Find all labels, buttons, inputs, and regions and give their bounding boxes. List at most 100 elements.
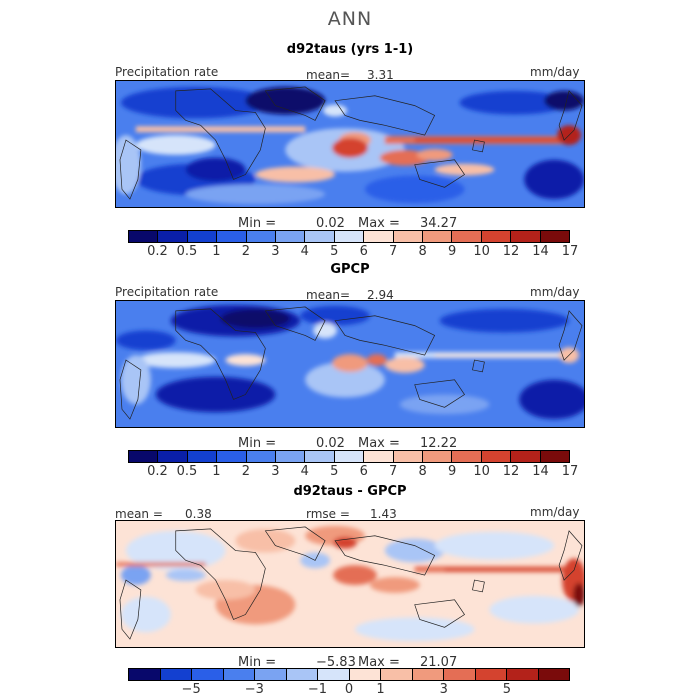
colorbar-tick-label: 12 — [502, 244, 520, 259]
colorbar-swatch — [276, 451, 306, 462]
colorbar-swatch — [538, 669, 569, 680]
colorbar-swatch — [187, 451, 218, 462]
colorbar-swatch — [158, 451, 188, 462]
panel3-map-svg — [116, 521, 584, 647]
panel2-mean-value: 2.94 — [367, 288, 394, 302]
colorbar-swatch — [381, 669, 413, 680]
panel3-map — [115, 520, 585, 648]
panel3-max-value: 21.07 — [420, 655, 458, 670]
colorbar-swatch — [334, 231, 365, 242]
panel2-title: GPCP — [330, 262, 370, 277]
panel2-max-value: 12.22 — [420, 436, 458, 451]
panel2-variable-label: Precipitation rate — [115, 285, 219, 299]
colorbar-swatch — [158, 231, 188, 242]
panel2-colorbar — [128, 450, 570, 463]
colorbar-tick-label: 1 — [212, 464, 221, 479]
colorbar-swatch — [286, 669, 318, 680]
panel1-colorbar-ticks: 0.2 0.5 1 2 3 4 5 6 7 8 9 10 12 14 17 — [128, 244, 578, 260]
panel3-max-label: Max = — [358, 655, 400, 670]
panel1-min-value: 0.02 — [316, 216, 345, 231]
colorbar-swatch — [305, 451, 335, 462]
colorbar-tick-label: 3 — [271, 464, 280, 479]
colorbar-tick-label: −5 — [181, 682, 201, 697]
colorbar-swatch — [349, 669, 381, 680]
panel3-mean-value: 0.38 — [185, 507, 212, 521]
colorbar-tick-label: 8 — [418, 464, 427, 479]
colorbar-swatch — [364, 231, 394, 242]
colorbar-swatch — [393, 231, 424, 242]
colorbar-swatch — [452, 231, 482, 242]
colorbar-tick-label: 0 — [344, 682, 354, 697]
colorbar-swatch — [129, 451, 159, 462]
colorbar-swatch — [444, 669, 476, 680]
colorbar-tick-label: 3 — [271, 244, 280, 259]
colorbar-swatch — [217, 451, 247, 462]
panel2-min-label: Min = — [238, 436, 277, 451]
colorbar-tick-label: 6 — [359, 464, 368, 479]
colorbar-swatch — [412, 669, 444, 680]
panel1-mean-value: 3.31 — [367, 68, 394, 82]
colorbar-swatch — [423, 451, 453, 462]
colorbar-tick-label: 0.2 — [147, 244, 168, 259]
panel1-units: mm/day — [530, 65, 580, 79]
panel1-colorbar — [128, 230, 570, 243]
panel2-min-value: 0.02 — [316, 436, 345, 451]
colorbar-tick-label: 14 — [532, 244, 549, 259]
colorbar-swatch — [187, 231, 218, 242]
colorbar-swatch — [318, 669, 350, 680]
colorbar-swatch — [246, 231, 277, 242]
colorbar-swatch — [540, 451, 570, 462]
panel2-map — [115, 300, 585, 428]
colorbar-tick-label: 14 — [532, 464, 549, 479]
colorbar-tick-label: 10 — [473, 464, 490, 479]
panel1-variable-label: Precipitation rate — [115, 65, 219, 79]
colorbar-tick-label: 9 — [447, 244, 457, 259]
colorbar-swatch — [481, 231, 512, 242]
panel3-rmse-label: rmse = — [306, 507, 350, 521]
panel3-colorbar — [128, 668, 570, 681]
colorbar-tick-label: 0.5 — [176, 244, 198, 259]
panel2-max-label: Max = — [358, 436, 400, 451]
colorbar-tick-label: 0.5 — [176, 464, 198, 479]
colorbar-swatch — [364, 451, 394, 462]
colorbar-swatch — [511, 451, 541, 462]
panel2-units: mm/day — [530, 285, 580, 299]
panel1-mean-label: mean= — [306, 68, 351, 82]
panel3-min-label: Min = — [238, 655, 277, 670]
colorbar-swatch — [255, 669, 287, 680]
colorbar-tick-label: 0.2 — [147, 464, 168, 479]
colorbar-tick-label: 5 — [330, 464, 339, 479]
colorbar-swatch — [511, 231, 541, 242]
colorbar-tick-label: 5 — [502, 682, 511, 697]
panel1-map — [115, 80, 585, 208]
colorbar-tick-label: 12 — [502, 464, 520, 479]
colorbar-tick-label: 1 — [376, 682, 385, 697]
colorbar-tick-label: −3 — [244, 682, 264, 697]
panel1-max-label: Max = — [358, 216, 400, 231]
colorbar-swatch — [223, 669, 255, 680]
colorbar-tick-label: 4 — [300, 244, 309, 259]
colorbar-swatch — [452, 451, 482, 462]
colorbar-swatch — [160, 669, 192, 680]
colorbar-tick-label: 17 — [561, 244, 579, 259]
panel3-colorbar-ticks: −5 −3 −1 0 1 3 5 — [128, 682, 570, 698]
colorbar-swatch — [276, 231, 306, 242]
colorbar-tick-label: 5 — [330, 244, 339, 259]
colorbar-tick-label: 2 — [241, 464, 250, 479]
colorbar-tick-label: 2 — [241, 244, 250, 259]
colorbar-tick-label: 1 — [212, 244, 221, 259]
colorbar-swatch — [481, 451, 512, 462]
colorbar-swatch — [246, 451, 277, 462]
panel2-mean-label: mean= — [306, 288, 351, 302]
colorbar-swatch — [393, 451, 424, 462]
colorbar-swatch — [507, 669, 539, 680]
colorbar-tick-label: 7 — [389, 244, 398, 259]
colorbar-swatch — [334, 451, 365, 462]
panel3-mean-label: mean = — [115, 507, 163, 521]
colorbar-tick-label: 10 — [473, 244, 490, 259]
panel3-title: d92taus - GPCP — [293, 484, 407, 499]
panel1-max-value: 34.27 — [420, 216, 458, 231]
panel2-colorbar-ticks: 0.2 0.5 1 2 3 4 5 6 7 8 9 10 12 14 17 — [128, 464, 578, 480]
panel1-min-label: Min = — [238, 216, 277, 231]
colorbar-swatch — [217, 231, 247, 242]
